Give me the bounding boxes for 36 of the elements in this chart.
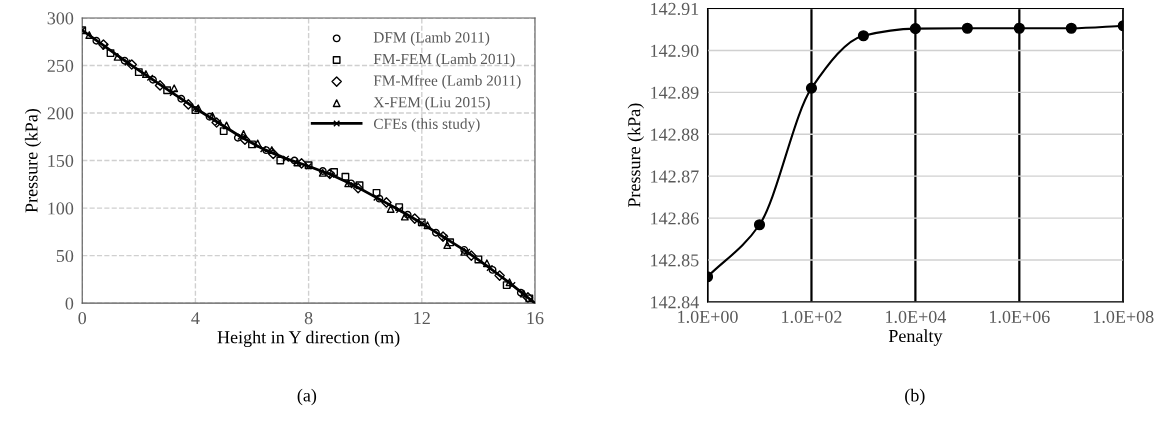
x-axis-title: Height in Y direction (m): [217, 330, 400, 348]
y-tick-label: 142.88: [651, 128, 699, 141]
y-tick-label: 250: [47, 59, 74, 72]
y-tick-label: 0: [65, 297, 74, 310]
legend-label: FM-Mfree (Lamb 2011): [373, 74, 521, 89]
legend-label: CFEs (this study): [373, 118, 480, 133]
x-tick-label: 1.0E+08: [1093, 310, 1154, 324]
legend-label: DFM (Lamb 2011): [373, 31, 490, 46]
y-tick-label: 100: [48, 202, 74, 215]
x-tick-label: 16: [527, 312, 544, 325]
y-tick-label: 142.87: [651, 170, 699, 183]
y-tick-label: 142.89: [651, 86, 699, 99]
y-tick-label: 142.86: [651, 212, 699, 225]
y-tick-label: 142.85: [651, 254, 699, 267]
x-tick-label: 4: [191, 312, 200, 325]
x-axis-title: Penalty: [888, 329, 943, 346]
y-tick-label: 50: [56, 249, 74, 263]
text: (a): [297, 388, 317, 406]
x-tick-label: 8: [304, 312, 313, 325]
legend-label: FM-FEM (Lamb 2011): [373, 53, 515, 68]
x-tick-label: 1.0E+06: [990, 310, 1050, 324]
x-tick-label: 1.0E+04: [886, 310, 947, 324]
y-tick-label: 142.90: [651, 44, 699, 57]
y-axis-title: Pressure (kPa): [24, 108, 42, 213]
legend-label: X-FEM (Liu 2015): [373, 96, 490, 111]
y-axis-title: Pressure (kPa): [627, 103, 644, 208]
x-tick-label: 1.0E+00: [678, 310, 738, 324]
text: (b): [905, 388, 925, 406]
y-tick-label: 150: [48, 154, 74, 167]
y-tick-label: 142.84: [651, 296, 699, 309]
x-tick-label: 12: [414, 312, 430, 325]
x-tick-label: 1.0E+02: [782, 310, 842, 324]
y-tick-label: 300: [47, 12, 74, 25]
y-tick-label: 200: [47, 107, 74, 120]
x-tick-label: 0: [78, 312, 87, 325]
y-tick-label: 142.91: [651, 2, 699, 16]
